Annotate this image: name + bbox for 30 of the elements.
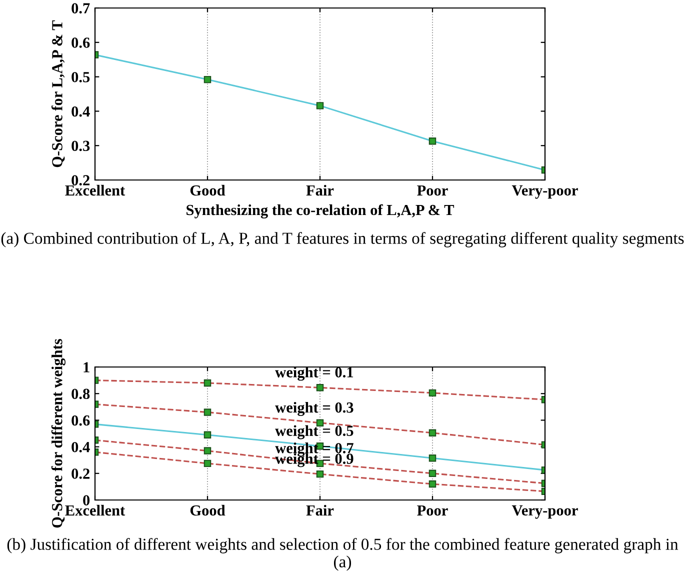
x-tick-label: Good xyxy=(190,184,226,196)
x-tick-label: Excellent xyxy=(65,504,126,516)
y-tick-label: 0.6 xyxy=(72,415,90,426)
y-tick-label: 1 xyxy=(84,362,90,372)
y-tick-label: 0.2 xyxy=(72,468,90,479)
x-tick-label: Poor xyxy=(417,505,448,516)
y-axis-title: Q-Score for different weights xyxy=(51,339,66,528)
x-tick-label: Very-poor xyxy=(512,185,578,199)
series-label: weight = 0.5 xyxy=(275,425,354,440)
x-tick-label: Fair xyxy=(306,504,334,516)
x-tick-label: Very-poor xyxy=(512,505,578,519)
text: (b) Justification of different weights and selection of 0.5 for the combined feature generated graph in (a) xyxy=(7,538,678,571)
x-tick-label: Excellent xyxy=(65,184,126,196)
y-tick-label: 0.8 xyxy=(72,388,90,400)
y-tick-label: 0.4 xyxy=(72,106,90,117)
series-label: weight = 0.1 xyxy=(275,366,354,381)
y-tick-label: 0.6 xyxy=(72,38,90,48)
x-tick-label: Poor xyxy=(417,185,448,196)
x-tick-label: Good xyxy=(190,504,226,516)
y-tick-label: 0 xyxy=(83,495,90,506)
x-tick-label: Fair xyxy=(306,184,334,196)
y-tick-label: 0.4 xyxy=(72,442,90,452)
y-tick-label: 0.5 xyxy=(72,72,90,82)
y-tick-label: 0.2 xyxy=(72,175,90,186)
text: (a) Combined contribution of L, A, P, and T features in terms of segregating different quality segments xyxy=(1,232,684,248)
series-label: weight = 0.3 xyxy=(275,402,354,416)
y-tick-label: 0.7 xyxy=(72,3,90,14)
y-tick-label: 0.3 xyxy=(72,140,90,152)
x-axis-title: Synthesizing the co-relation of L,A,P & T xyxy=(186,204,454,218)
y-axis-title: Q-Score for L,A,P & T xyxy=(51,20,65,168)
